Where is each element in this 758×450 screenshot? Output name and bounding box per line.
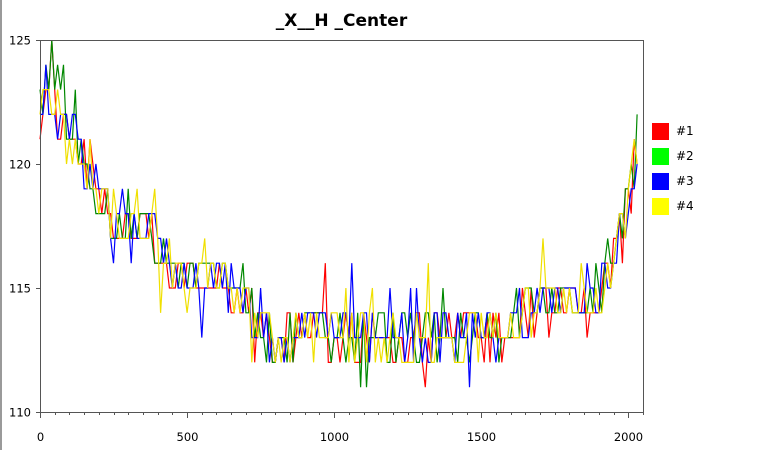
legend-label-1: #1 [676, 124, 694, 138]
y-tick-label: 125 [9, 34, 31, 48]
legend-swatch-1 [652, 123, 669, 140]
legend-label-2: #2 [676, 149, 694, 163]
chart-title: _X__H _Center [275, 11, 408, 31]
x-tick-label: 1000 [320, 430, 349, 444]
y-tick-label: 120 [9, 158, 31, 172]
series-line-2 [39, 39, 638, 388]
legend-swatch-4 [652, 198, 669, 215]
x-tick-label: 1500 [467, 430, 496, 444]
legend-swatch-2 [652, 148, 669, 165]
x-tick-label: 0 [37, 430, 44, 444]
plot-frame [40, 40, 644, 413]
y-tick-label: 110 [9, 406, 31, 420]
legend-label-4: #4 [676, 199, 694, 213]
legend-swatch-3 [652, 173, 669, 190]
legend-label-3: #3 [676, 174, 694, 188]
window-left-edge [0, 0, 2, 450]
x-tick-label: 2000 [614, 430, 643, 444]
series-layer [39, 39, 638, 388]
axis-layer: 0 500 1000 1500 2000 110 115 120 125 [9, 34, 644, 444]
x-tick-label: 500 [177, 430, 199, 444]
series-line-4 [39, 88, 638, 363]
y-tick-label: 115 [9, 282, 31, 296]
